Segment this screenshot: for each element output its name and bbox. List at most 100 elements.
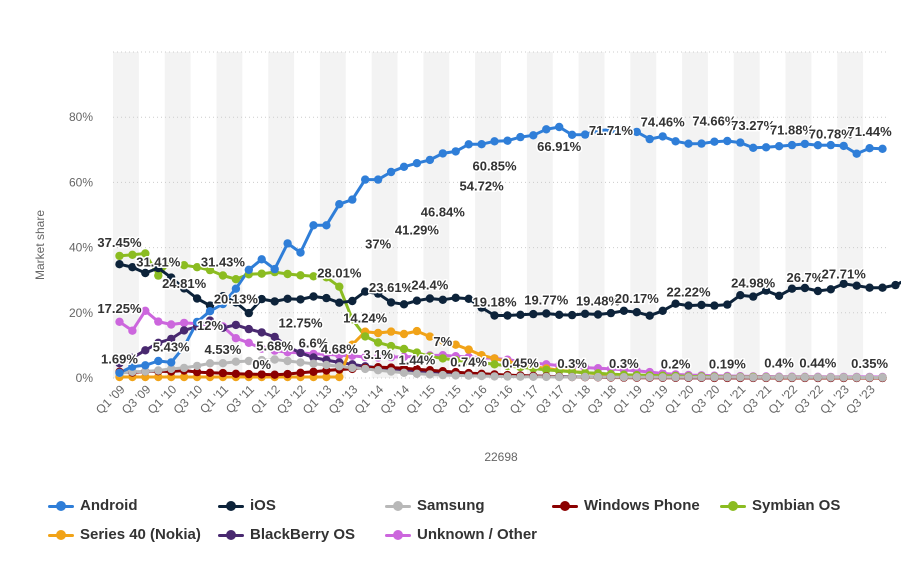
data-point-samsung[interactable] bbox=[632, 373, 641, 382]
data-point-android[interactable] bbox=[542, 125, 551, 134]
data-point-samsung[interactable] bbox=[826, 373, 835, 382]
data-point-blackberry-os[interactable] bbox=[218, 323, 228, 332]
data-point-android[interactable] bbox=[503, 136, 512, 145]
data-point-samsung[interactable] bbox=[361, 364, 370, 374]
data-point-android[interactable] bbox=[218, 299, 228, 309]
data-point-unknown-other[interactable] bbox=[179, 318, 189, 328]
data-point-blackberry-os[interactable] bbox=[205, 316, 215, 325]
data-point-android[interactable] bbox=[399, 162, 409, 171]
data-point-blackberry-os[interactable] bbox=[257, 328, 266, 337]
data-point-android[interactable] bbox=[425, 155, 435, 165]
data-point-android[interactable] bbox=[619, 124, 629, 134]
data-point-samsung[interactable] bbox=[296, 358, 305, 367]
data-point-android[interactable] bbox=[800, 139, 810, 149]
data-point-series-40-nokia[interactable] bbox=[322, 372, 331, 382]
data-point-android[interactable] bbox=[361, 175, 370, 184]
data-point-android[interactable] bbox=[373, 175, 383, 184]
data-point-windows-phone[interactable] bbox=[244, 369, 253, 379]
legend-item-android[interactable]: Android bbox=[48, 497, 138, 514]
data-point-unknown-other[interactable] bbox=[348, 351, 357, 360]
data-point-ios[interactable] bbox=[296, 295, 305, 304]
data-point-samsung[interactable] bbox=[322, 360, 331, 370]
data-point-ios[interactable] bbox=[891, 280, 900, 290]
data-point-symbian-os[interactable] bbox=[296, 271, 305, 280]
data-point-ios[interactable] bbox=[593, 310, 603, 319]
data-point-ios[interactable] bbox=[761, 286, 771, 295]
data-point-unknown-other[interactable] bbox=[270, 346, 279, 355]
data-point-android[interactable] bbox=[464, 140, 473, 149]
data-point-series-40-nokia[interactable] bbox=[425, 332, 435, 341]
data-point-symbian-os[interactable] bbox=[542, 365, 551, 375]
data-point-symbian-os[interactable] bbox=[490, 360, 499, 369]
data-point-ios[interactable] bbox=[154, 263, 163, 273]
data-point-ios[interactable] bbox=[399, 300, 409, 309]
data-point-blackberry-os[interactable] bbox=[128, 353, 137, 362]
data-point-ios[interactable] bbox=[723, 300, 732, 309]
data-point-ios[interactable] bbox=[231, 298, 241, 307]
data-point-ios[interactable] bbox=[141, 268, 150, 278]
data-point-ios[interactable] bbox=[179, 284, 189, 293]
data-point-ios[interactable] bbox=[257, 294, 266, 304]
data-point-android[interactable] bbox=[826, 140, 835, 150]
data-point-ios[interactable] bbox=[516, 310, 525, 319]
data-point-samsung[interactable] bbox=[852, 373, 861, 382]
data-point-samsung[interactable] bbox=[218, 359, 228, 368]
data-point-unknown-other[interactable] bbox=[399, 352, 409, 361]
data-point-android[interactable] bbox=[438, 149, 447, 158]
data-point-android[interactable] bbox=[270, 264, 279, 274]
data-point-samsung[interactable] bbox=[800, 373, 810, 382]
data-point-android[interactable] bbox=[865, 144, 874, 153]
data-point-symbian-os[interactable] bbox=[309, 272, 318, 281]
data-point-windows-phone[interactable] bbox=[296, 368, 305, 377]
data-point-samsung[interactable] bbox=[412, 369, 422, 378]
data-point-samsung[interactable] bbox=[593, 372, 603, 382]
data-point-samsung[interactable] bbox=[425, 370, 435, 379]
data-point-unknown-other[interactable] bbox=[154, 317, 163, 326]
data-point-ios[interactable] bbox=[283, 294, 292, 303]
data-point-ios[interactable] bbox=[244, 308, 253, 318]
data-point-samsung[interactable] bbox=[865, 373, 874, 382]
data-point-ios[interactable] bbox=[813, 286, 823, 296]
data-point-series-40-nokia[interactable] bbox=[438, 336, 447, 345]
data-point-blackberry-os[interactable] bbox=[309, 353, 318, 362]
data-point-series-40-nokia[interactable] bbox=[386, 327, 396, 336]
data-point-symbian-os[interactable] bbox=[154, 271, 163, 280]
data-point-unknown-other[interactable] bbox=[128, 326, 137, 335]
data-point-android[interactable] bbox=[128, 362, 137, 371]
data-point-ios[interactable] bbox=[865, 283, 874, 292]
legend-item-windows-phone[interactable]: Windows Phone bbox=[552, 497, 700, 514]
data-point-series-40-nokia[interactable] bbox=[399, 329, 409, 339]
data-point-symbian-os[interactable] bbox=[386, 341, 396, 351]
data-point-android[interactable] bbox=[787, 140, 797, 150]
legend-item-unknown-other[interactable]: Unknown / Other bbox=[385, 526, 537, 543]
data-point-samsung[interactable] bbox=[167, 364, 176, 374]
data-point-symbian-os[interactable] bbox=[231, 275, 241, 284]
data-point-android[interactable] bbox=[774, 142, 784, 151]
data-point-series-40-nokia[interactable] bbox=[451, 340, 460, 349]
data-point-ios[interactable] bbox=[710, 301, 719, 310]
data-point-symbian-os[interactable] bbox=[128, 250, 137, 259]
data-point-symbian-os[interactable] bbox=[503, 361, 512, 371]
data-point-samsung[interactable] bbox=[464, 371, 473, 380]
data-point-unknown-other[interactable] bbox=[386, 352, 396, 362]
data-point-samsung[interactable] bbox=[490, 372, 499, 381]
data-point-samsung[interactable] bbox=[619, 373, 629, 382]
data-point-samsung[interactable] bbox=[813, 373, 823, 382]
data-point-blackberry-os[interactable] bbox=[179, 326, 189, 335]
data-point-samsung[interactable] bbox=[477, 371, 486, 381]
data-point-android[interactable] bbox=[710, 137, 719, 146]
data-point-android[interactable] bbox=[684, 139, 693, 148]
data-point-ios[interactable] bbox=[619, 306, 629, 315]
data-point-android[interactable] bbox=[658, 132, 667, 141]
data-point-samsung[interactable] bbox=[516, 372, 525, 381]
data-point-ios[interactable] bbox=[477, 303, 486, 312]
data-point-unknown-other[interactable] bbox=[361, 352, 370, 362]
data-point-ios[interactable] bbox=[839, 279, 848, 288]
data-point-android[interactable] bbox=[761, 143, 771, 152]
data-point-samsung[interactable] bbox=[645, 373, 654, 382]
data-point-ios[interactable] bbox=[309, 292, 318, 301]
data-point-ios[interactable] bbox=[348, 296, 357, 306]
legend-item-samsung[interactable]: Samsung bbox=[385, 497, 485, 514]
data-point-android[interactable] bbox=[671, 137, 680, 146]
data-point-samsung[interactable] bbox=[606, 372, 616, 382]
